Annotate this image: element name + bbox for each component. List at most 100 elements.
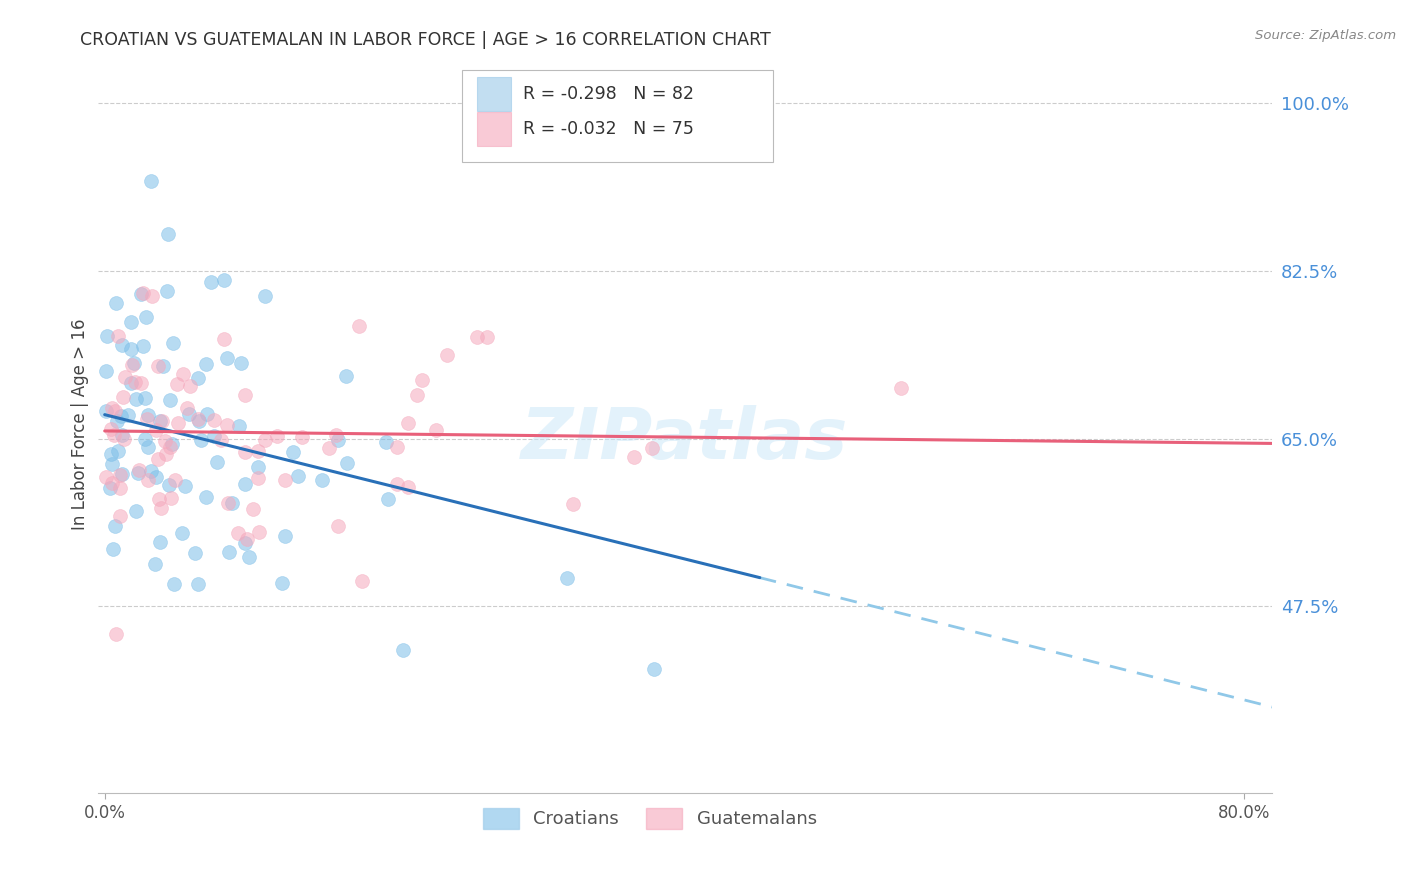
Point [375,434,398,449]
Point [325,427,347,442]
Point [194,491,217,505]
Point [103,428,125,442]
Point [146,452,169,467]
Point [141,289,163,303]
Point [125,392,148,406]
Point [436,348,458,362]
Point [411,374,433,388]
Point [108,508,131,523]
Point [111,428,134,442]
Point [200,276,222,290]
Point [96,364,118,378]
Point [205,455,228,469]
Point [112,390,135,404]
FancyBboxPatch shape [461,70,773,162]
Point [165,473,187,487]
Point [281,445,304,459]
Point [100,401,122,416]
Point [254,289,277,303]
Point [129,376,152,391]
Point [176,401,198,415]
Point [101,542,124,557]
Point [131,286,153,301]
Point [350,574,373,588]
Point [318,441,340,455]
Point [132,339,155,353]
Point [202,428,225,442]
Point [159,393,181,408]
Point [136,473,159,487]
Point [228,419,250,434]
Point [467,330,489,344]
Point [254,434,277,448]
Point [194,357,217,371]
Point [145,424,167,438]
Point [215,351,238,365]
Point [101,475,124,490]
Point [623,450,645,464]
Point [187,414,209,428]
Point [211,433,233,447]
Point [143,557,166,571]
Point [159,440,181,454]
Point [146,359,169,373]
Point [136,408,159,422]
Point [221,495,243,509]
Point [155,447,177,461]
Point [229,356,252,370]
Point [291,430,314,444]
Point [94,469,117,483]
Point [172,526,194,541]
Point [212,332,235,346]
Point [326,433,349,447]
Point [233,445,256,459]
Point [117,409,139,423]
Point [396,480,419,494]
Point [124,375,146,389]
Point [643,662,665,676]
Point [111,467,134,482]
Text: CROATIAN VS GUATEMALAN IN LABOR FORCE | AGE > 16 CORRELATION CHART: CROATIAN VS GUATEMALAN IN LABOR FORCE | … [80,31,770,49]
Text: ZIPatlas: ZIPatlas [522,404,849,474]
Point [155,434,177,448]
Point [274,474,297,488]
FancyBboxPatch shape [477,112,512,146]
Point [163,576,186,591]
Point [233,388,256,402]
Text: R = -0.032   N = 75: R = -0.032 N = 75 [523,120,693,138]
Point [157,477,180,491]
Point [183,546,205,560]
Point [890,381,912,395]
Point [377,492,399,507]
Point [167,416,190,430]
Point [134,391,156,405]
Point [233,536,256,550]
Point [160,437,183,451]
Point [392,642,415,657]
Point [136,412,159,426]
Point [104,519,127,533]
Point [179,379,201,393]
Point [187,371,209,385]
Point [246,459,269,474]
FancyBboxPatch shape [477,78,512,112]
Point [640,441,662,455]
Point [215,417,238,432]
Point [122,355,145,369]
Point [406,388,429,402]
Point [349,319,371,334]
Legend: Croatians, Guatemalans: Croatians, Guatemalans [475,801,824,836]
Point [226,525,249,540]
Text: R = -0.298   N = 82: R = -0.298 N = 82 [523,86,695,103]
Point [98,482,121,496]
Point [114,369,136,384]
Point [120,342,142,356]
Point [555,571,578,585]
Text: Source: ZipAtlas.com: Source: ZipAtlas.com [1256,29,1396,42]
Point [273,529,295,543]
Point [156,284,179,298]
Point [236,532,259,546]
Point [96,329,118,343]
Point [187,411,209,425]
Point [311,473,333,487]
